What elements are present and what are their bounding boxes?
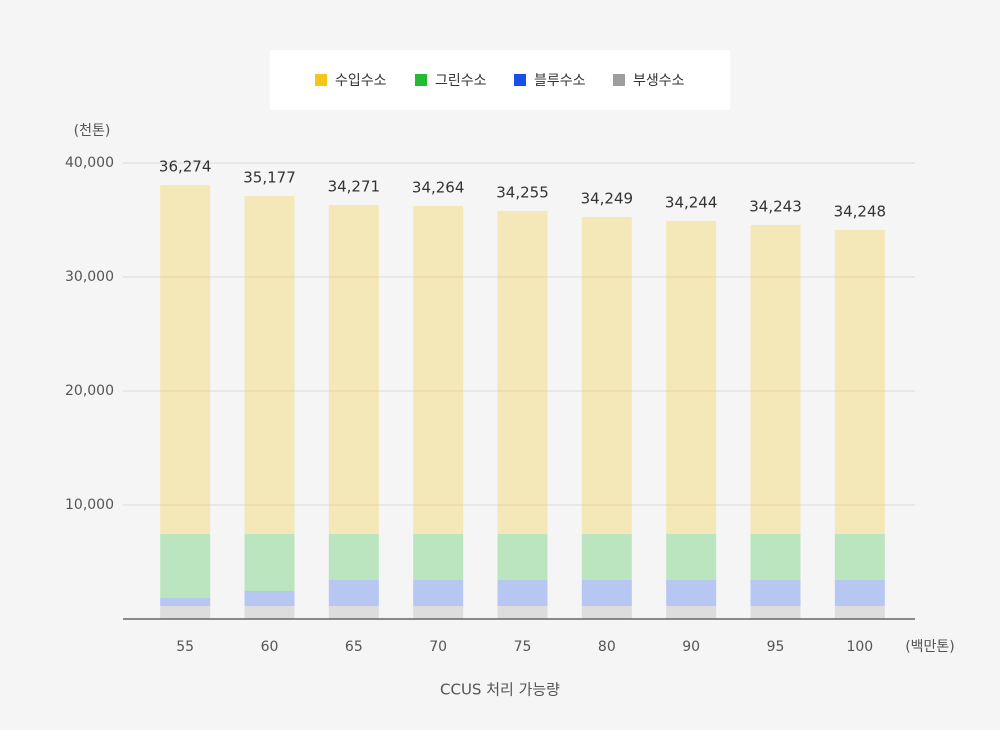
bar-segment bbox=[328, 204, 379, 534]
legend-swatch bbox=[415, 74, 427, 86]
bar-segment bbox=[328, 533, 379, 581]
total-label: 34,264 bbox=[412, 178, 465, 196]
total-label: 36,274 bbox=[159, 158, 212, 176]
bar-segment bbox=[244, 533, 295, 591]
bar-segment bbox=[750, 580, 801, 607]
bar-segment bbox=[497, 210, 548, 534]
legend-label: 그린수소 bbox=[435, 73, 487, 89]
y-tick-label: 40,000 bbox=[65, 155, 114, 171]
total-label: 34,249 bbox=[581, 189, 634, 207]
bar-segment bbox=[160, 534, 211, 599]
x-axis-label: CCUS 처리 가능량 bbox=[440, 681, 560, 699]
bar-segment bbox=[497, 606, 548, 619]
total-label: 35,177 bbox=[243, 168, 296, 186]
total-label: 34,243 bbox=[749, 197, 802, 215]
bar-segment bbox=[413, 580, 464, 607]
bar-segment bbox=[244, 606, 295, 619]
x-tick-label: 100 bbox=[846, 639, 873, 655]
x-tick-label: 55 bbox=[176, 639, 194, 655]
y-tick-label: 30,000 bbox=[65, 269, 114, 285]
legend-label: 수입수소 bbox=[335, 73, 387, 89]
x-tick-label: 65 bbox=[345, 639, 363, 655]
total-label: 34,271 bbox=[328, 177, 381, 195]
legend-label: 부생수소 bbox=[633, 73, 685, 89]
legend-swatch bbox=[514, 74, 526, 86]
legend-label: 블루수소 bbox=[534, 73, 586, 89]
x-tick-label: 60 bbox=[261, 639, 279, 655]
bar-segment bbox=[413, 533, 464, 581]
x-tick-label: 80 bbox=[598, 639, 616, 655]
total-label: 34,255 bbox=[496, 183, 549, 201]
x-tick-label: 90 bbox=[682, 639, 700, 655]
bar-segment bbox=[497, 533, 548, 581]
x-tick-label: 70 bbox=[429, 639, 447, 655]
total-label: 34,244 bbox=[665, 193, 718, 211]
bar-segment bbox=[666, 606, 717, 619]
x-unit: (백만톤) bbox=[905, 639, 955, 655]
bar-segment bbox=[244, 590, 295, 607]
bar-segment bbox=[834, 606, 885, 619]
total-label: 34,248 bbox=[834, 202, 887, 220]
legend-swatch bbox=[613, 74, 625, 86]
bar-segment bbox=[834, 533, 885, 581]
legend-swatch bbox=[315, 74, 327, 86]
bar-segment bbox=[244, 195, 295, 534]
legend-box bbox=[270, 50, 730, 110]
bar-segment bbox=[413, 205, 464, 534]
bar-segment bbox=[750, 533, 801, 581]
bar-segment bbox=[750, 606, 801, 619]
bar-segment bbox=[581, 606, 632, 619]
bar-segment bbox=[581, 216, 632, 534]
bar-segment bbox=[160, 598, 211, 607]
bar-segment bbox=[413, 606, 464, 619]
bar-segment bbox=[834, 580, 885, 607]
bar-segment bbox=[160, 185, 211, 535]
y-unit: (천톤) bbox=[74, 123, 111, 139]
y-tick-label: 20,000 bbox=[65, 383, 114, 399]
bar-segment bbox=[666, 580, 717, 607]
bar-segment bbox=[160, 606, 211, 619]
bar-segment bbox=[328, 580, 379, 607]
x-tick-label: 95 bbox=[767, 639, 785, 655]
bar-segment bbox=[834, 229, 885, 534]
bar-segment bbox=[581, 580, 632, 607]
bar-segment bbox=[666, 220, 717, 534]
y-tick-label: 10,000 bbox=[65, 497, 114, 513]
bar-segment bbox=[581, 533, 632, 581]
bar-segment bbox=[328, 606, 379, 619]
bar-segment bbox=[666, 533, 717, 581]
bar-segment bbox=[750, 224, 801, 534]
x-tick-label: 75 bbox=[514, 639, 532, 655]
bar-segment bbox=[497, 580, 548, 607]
